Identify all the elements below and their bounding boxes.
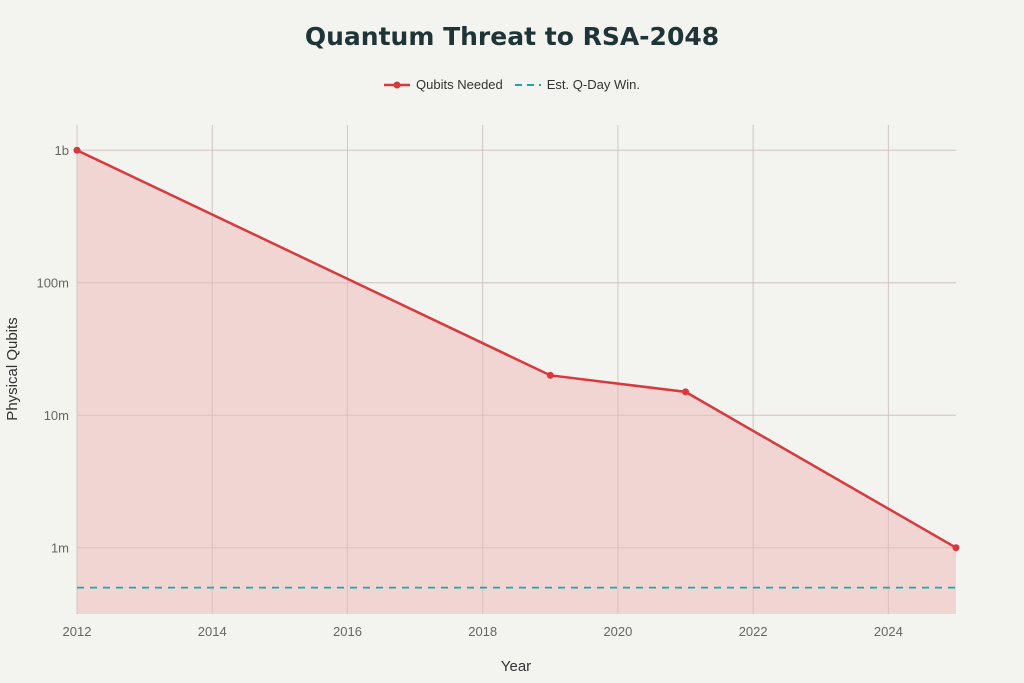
- x-axis-title: Year: [501, 658, 531, 675]
- legend-item-qubits-needed[interactable]: Qubits Needed: [384, 77, 503, 92]
- legend: Qubits Needed Est. Q-Day Win.: [0, 77, 1024, 92]
- x-tick-label: 2022: [739, 624, 768, 639]
- x-tick-label: 2012: [63, 624, 92, 639]
- area-fill: [77, 150, 956, 614]
- y-tick-label: 1b: [55, 143, 69, 158]
- legend-item-q-day[interactable]: Est. Q-Day Win.: [514, 77, 640, 92]
- qubits-line: [76, 149, 957, 549]
- y-tick-label: 100m: [36, 276, 69, 291]
- x-tick-label: 2018: [468, 624, 497, 639]
- x-tick-label: 2020: [603, 624, 632, 639]
- legend-line-dashed-icon: [514, 83, 541, 86]
- y-tick-label: 1m: [51, 541, 69, 556]
- x-tick-label: 2014: [198, 624, 227, 639]
- x-tick-label: 2016: [333, 624, 362, 639]
- data-point: [952, 544, 960, 552]
- data-point: [73, 146, 81, 154]
- legend-line-solid-icon: [384, 81, 411, 88]
- chart-title: Quantum Threat to RSA-2048: [304, 22, 720, 51]
- data-point: [682, 388, 690, 396]
- y-axis-title: Physical Qubits: [4, 317, 21, 420]
- legend-label: Est. Q-Day Win.: [546, 77, 640, 92]
- legend-label: Qubits Needed: [416, 77, 503, 92]
- data-point: [546, 371, 554, 379]
- x-tick-label: 2024: [874, 624, 903, 639]
- y-tick-label: 10m: [44, 408, 69, 423]
